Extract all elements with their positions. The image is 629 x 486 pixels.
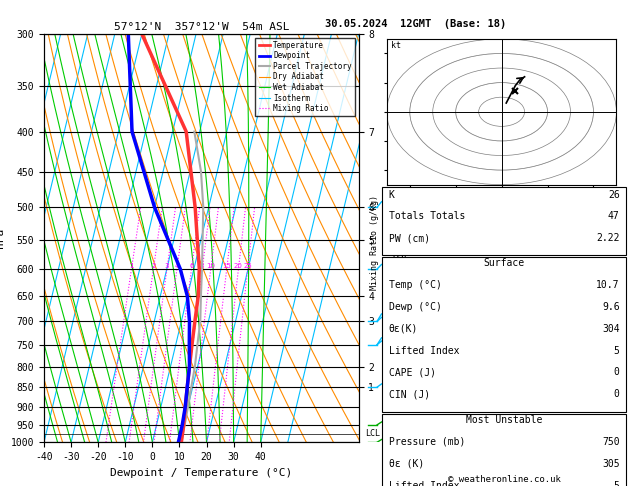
Text: θε (K): θε (K) — [389, 459, 424, 469]
Text: Most Unstable: Most Unstable — [466, 415, 542, 425]
Text: Surface: Surface — [484, 258, 525, 268]
Text: Temp (°C): Temp (°C) — [389, 280, 442, 290]
Text: 305: 305 — [602, 459, 620, 469]
Text: 25: 25 — [243, 263, 252, 269]
Text: 5: 5 — [614, 481, 620, 486]
Text: 1: 1 — [129, 263, 134, 269]
Text: 2.22: 2.22 — [596, 233, 620, 243]
Text: 47: 47 — [608, 211, 620, 222]
Text: 8: 8 — [200, 263, 204, 269]
Text: θε(K): θε(K) — [389, 324, 418, 334]
Text: © weatheronline.co.uk: © weatheronline.co.uk — [448, 474, 560, 484]
Text: 750: 750 — [602, 437, 620, 447]
Text: 3: 3 — [165, 263, 169, 269]
Text: 4: 4 — [175, 263, 179, 269]
Text: CIN (J): CIN (J) — [389, 389, 430, 399]
Text: Mixing Ratio (g/kg): Mixing Ratio (g/kg) — [370, 195, 379, 291]
Text: Lifted Index: Lifted Index — [389, 481, 459, 486]
Text: Pressure (mb): Pressure (mb) — [389, 437, 465, 447]
Title: 57°12'N  357°12'W  54m ASL: 57°12'N 357°12'W 54m ASL — [113, 22, 289, 32]
Text: Dewp (°C): Dewp (°C) — [389, 302, 442, 312]
Legend: Temperature, Dewpoint, Parcel Trajectory, Dry Adiabat, Wet Adiabat, Isotherm, Mi: Temperature, Dewpoint, Parcel Trajectory… — [255, 38, 355, 116]
Y-axis label: km
ASL: km ASL — [393, 238, 411, 260]
Text: 10: 10 — [206, 263, 215, 269]
Text: 20: 20 — [234, 263, 243, 269]
Text: Lifted Index: Lifted Index — [389, 346, 459, 356]
Text: 0: 0 — [614, 367, 620, 378]
Text: 5: 5 — [614, 346, 620, 356]
Text: K: K — [389, 190, 394, 200]
Text: 30.05.2024  12GMT  (Base: 18): 30.05.2024 12GMT (Base: 18) — [325, 19, 506, 30]
Text: LCL: LCL — [365, 429, 380, 438]
X-axis label: Dewpoint / Temperature (°C): Dewpoint / Temperature (°C) — [110, 468, 292, 478]
Text: kt: kt — [391, 41, 401, 50]
Text: 304: 304 — [602, 324, 620, 334]
Text: 26: 26 — [608, 190, 620, 200]
Text: PW (cm): PW (cm) — [389, 233, 430, 243]
Text: 10.7: 10.7 — [596, 280, 620, 290]
Text: 15: 15 — [222, 263, 231, 269]
Text: Totals Totals: Totals Totals — [389, 211, 465, 222]
Text: 0: 0 — [614, 389, 620, 399]
Text: 2: 2 — [151, 263, 155, 269]
Y-axis label: hPa: hPa — [0, 228, 5, 248]
Text: CAPE (J): CAPE (J) — [389, 367, 436, 378]
Text: 9.6: 9.6 — [602, 302, 620, 312]
Text: 6: 6 — [189, 263, 194, 269]
